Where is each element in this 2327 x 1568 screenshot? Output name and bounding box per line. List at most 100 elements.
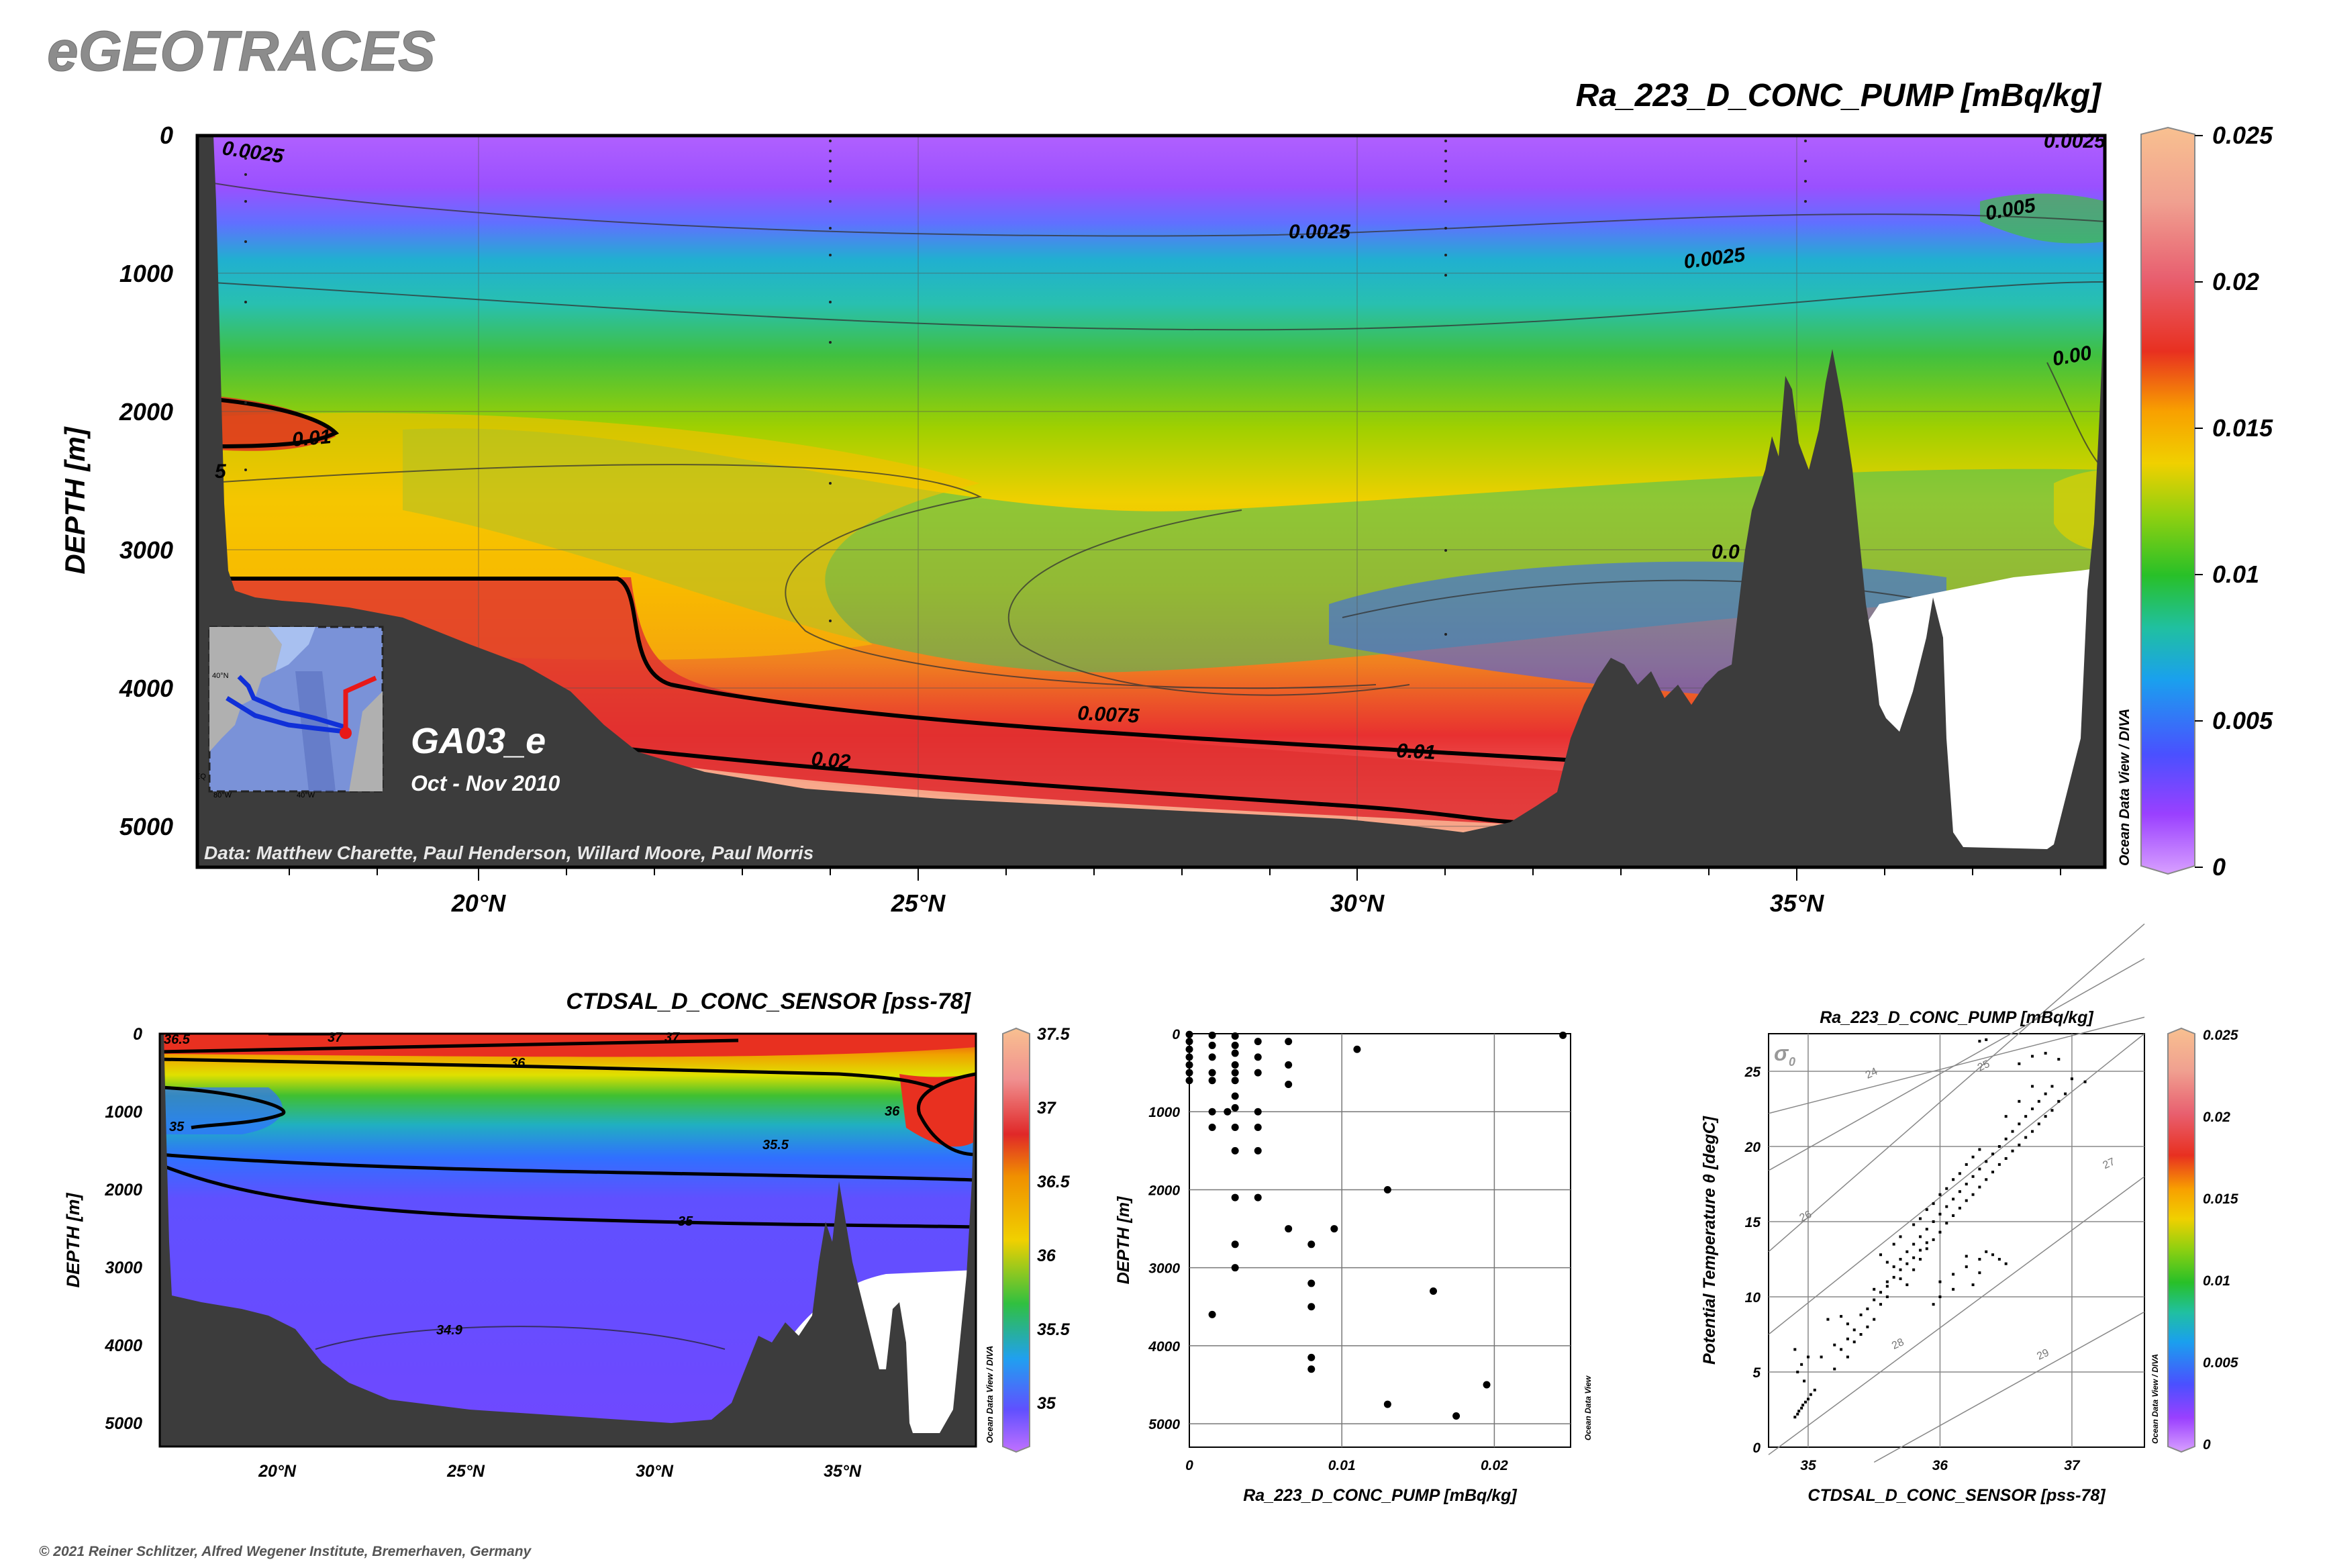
data-point — [2037, 1099, 2040, 1103]
data-point — [1952, 1197, 1955, 1201]
data-point — [1307, 1353, 1316, 1361]
ts-watermark: Ocean Data View / DIVA — [2150, 1354, 2160, 1444]
colorbar-tick: 0.025 — [2203, 1028, 2238, 1043]
depth-tick: 5000 — [1148, 1417, 1180, 1432]
contour-label: 0.02 — [810, 748, 851, 773]
data-point — [1952, 1178, 1955, 1181]
colorbar-tick: 0 — [2212, 853, 2226, 881]
data-point — [1965, 1163, 1968, 1166]
main-variable-title: Ra_223_D_CONC_PUMP [mBq/kg] — [1576, 78, 2102, 113]
data-point — [1945, 1187, 1948, 1190]
sal-bathymetry — [160, 1034, 976, 1447]
depth-tick: 0 — [1172, 1027, 1180, 1042]
data-point — [1965, 1265, 1968, 1269]
temp-tick: 5 — [1752, 1365, 1761, 1381]
data-point — [1185, 1061, 1193, 1069]
data-point — [1971, 1175, 1975, 1178]
data-point — [1231, 1193, 1239, 1202]
data-point — [1965, 1255, 1968, 1258]
data-point — [1952, 1287, 1955, 1291]
data-point — [1809, 1393, 1812, 1396]
data-point — [1307, 1240, 1316, 1248]
data-point — [1892, 1275, 1895, 1279]
data-point — [1254, 1038, 1262, 1046]
depth-tick: 5000 — [119, 813, 173, 840]
data-point — [1840, 1315, 1843, 1318]
inset-map-shelf — [268, 627, 315, 671]
data-point — [1231, 1041, 1239, 1049]
colorbar-tick: 0.005 — [2212, 707, 2273, 734]
data-point — [1846, 1322, 1849, 1326]
depth-scatter-xlabel: Ra_223_D_CONC_PUMP [mBq/kg] — [1243, 1486, 1518, 1505]
data-point — [1231, 1264, 1239, 1272]
lat-tick: 35°N — [824, 1462, 862, 1481]
depth-tick: 2000 — [119, 398, 173, 426]
data-point — [1958, 1172, 1961, 1175]
data-point — [1208, 1310, 1216, 1318]
data-point — [2018, 1122, 2021, 1126]
sal-colorbar: 37.5 37 36.5 36 35.5 35 — [1002, 1025, 1071, 1453]
data-point — [2057, 1058, 2061, 1061]
data-point — [1971, 1283, 1975, 1287]
colorbar-tick: 0.02 — [2203, 1110, 2230, 1125]
ra-red-core-left — [215, 396, 336, 451]
data-point — [1224, 1108, 1232, 1116]
main-section-plot — [197, 136, 2105, 867]
contour-label: 0.0025 — [2044, 130, 2106, 152]
data-point — [1912, 1268, 1916, 1271]
main-plot-frame — [195, 134, 2107, 869]
egeotraces-logo: eGEOTRACES — [47, 19, 436, 83]
data-point — [1254, 1193, 1262, 1202]
depth-tick: 2000 — [104, 1181, 142, 1199]
data-point — [1925, 1228, 1928, 1231]
data-point — [1918, 1217, 1922, 1220]
isopycnal-label: 25 — [1976, 1059, 1991, 1074]
data-point — [1826, 1318, 1830, 1321]
lat-tick: 20°N — [451, 889, 506, 917]
data-point — [1185, 1077, 1193, 1085]
depth-tick: 1000 — [1148, 1105, 1180, 1120]
data-point — [1804, 1400, 1808, 1404]
data-point — [1997, 1258, 2001, 1261]
data-credits: Data: Matthew Charette, Paul Henderson, … — [204, 842, 813, 863]
station-markers — [244, 140, 1807, 636]
data-point — [1885, 1295, 1889, 1298]
colorbar-tick: 37 — [1037, 1099, 1056, 1118]
inset-map-ridge — [295, 671, 336, 791]
data-point — [1208, 1108, 1216, 1116]
data-point — [2057, 1099, 2061, 1103]
data-point — [1796, 1412, 1799, 1416]
data-point — [1430, 1287, 1438, 1295]
data-point — [1820, 1355, 1823, 1359]
data-point — [1945, 1205, 1948, 1208]
data-point — [1285, 1061, 1293, 1069]
contour-label: 0.0025 — [1289, 221, 1351, 243]
date-label: Oct - Nov 2010 — [411, 771, 560, 795]
temp-tick: 10 — [1745, 1290, 1761, 1306]
data-point — [1912, 1256, 1916, 1259]
isopycnal-label: 26 — [1798, 1209, 1814, 1224]
isopycnal-line — [1873, 1311, 2145, 1463]
contour-label: 36 — [510, 1056, 526, 1071]
inset-map-lon-label: 80°W — [213, 791, 232, 799]
depth-tick: 3000 — [1148, 1261, 1180, 1277]
depth-scatter-ylabel: DEPTH [m] — [1114, 1195, 1133, 1284]
data-point — [1991, 1253, 1995, 1257]
data-point — [1254, 1123, 1262, 1131]
colorbar-tick: 0.015 — [2212, 414, 2273, 442]
colorbar-tick: 35 — [1037, 1394, 1056, 1413]
data-point — [1800, 1406, 1803, 1410]
contour-label: 35 — [678, 1214, 693, 1229]
data-point — [1231, 1240, 1239, 1248]
data-point — [2011, 1130, 2014, 1133]
data-point — [1559, 1031, 1567, 1039]
data-point — [1846, 1355, 1849, 1359]
depth-tick: 0 — [160, 121, 173, 149]
data-point — [1208, 1053, 1216, 1061]
data-point — [1833, 1367, 1836, 1371]
data-point — [1971, 1193, 1975, 1196]
data-point — [1925, 1241, 1928, 1244]
main-depth-axis: 0 1000 2000 3000 4000 5000 — [119, 121, 173, 840]
data-point — [2024, 1115, 2028, 1118]
ra-colorbar: 0.025 0.02 0.015 0.01 0.005 0 — [2140, 121, 2273, 881]
